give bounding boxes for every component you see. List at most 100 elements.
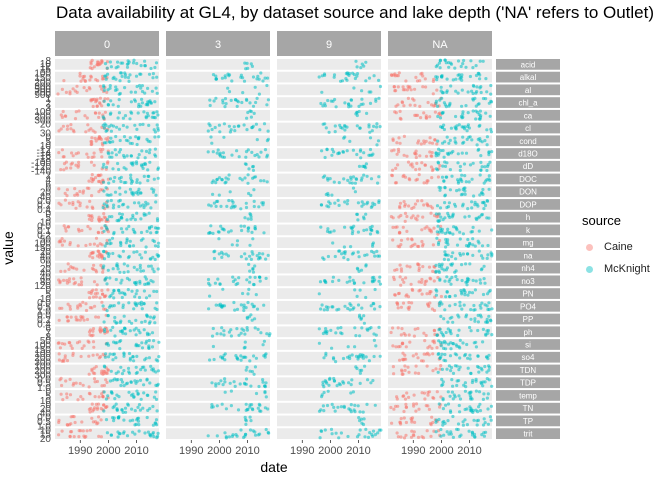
mcknight-point [109, 328, 113, 332]
row-strip [496, 84, 560, 96]
mcknight-point [354, 365, 358, 369]
mcknight-point [131, 355, 135, 359]
mcknight-point [360, 326, 364, 330]
mcknight-point [106, 72, 110, 76]
caine-point [398, 263, 402, 267]
mcknight-point [129, 90, 133, 94]
mcknight-point [153, 321, 157, 325]
mcknight-point [135, 418, 139, 422]
mcknight-point [257, 77, 261, 81]
mcknight-point [434, 430, 438, 434]
caine-point [90, 416, 94, 420]
mcknight-point [231, 279, 235, 284]
caine-point [77, 229, 81, 233]
mcknight-point [142, 289, 146, 293]
mcknight-point [143, 156, 147, 160]
mcknight-point [261, 252, 265, 256]
caine-point [417, 371, 421, 375]
mcknight-point [248, 403, 252, 407]
caine-point [87, 354, 91, 358]
mcknight-point [488, 288, 492, 293]
mcknight-point [129, 380, 133, 384]
mcknight-point [443, 308, 447, 312]
y-tick-label: 30 [40, 128, 52, 139]
caine-point [407, 395, 411, 399]
x-tick-label: 2010 [457, 445, 481, 457]
mcknight-point [459, 177, 463, 181]
caine-point [92, 65, 96, 69]
caine-point [76, 244, 80, 248]
mcknight-point [130, 289, 134, 293]
mcknight-point [223, 431, 227, 435]
mcknight-point [110, 151, 114, 155]
mcknight-point [360, 176, 364, 180]
mcknight-point [452, 393, 456, 397]
mcknight-point [351, 278, 355, 282]
mcknight-point [109, 198, 113, 203]
mcknight-point [249, 384, 253, 388]
mcknight-point [348, 302, 352, 306]
caine-point [91, 295, 96, 299]
mcknight-point [457, 394, 461, 398]
mcknight-point [242, 305, 246, 310]
mcknight-point [122, 351, 126, 355]
mcknight-point [360, 97, 364, 101]
mcknight-point [210, 405, 214, 409]
mcknight-point [364, 60, 368, 64]
caine-point [428, 141, 432, 145]
mcknight-point [448, 138, 452, 142]
caine-point [417, 280, 421, 284]
mcknight-point [139, 191, 143, 195]
mcknight-point [350, 252, 354, 256]
mcknight-point [105, 128, 109, 132]
caine-point [72, 130, 76, 134]
mcknight-point [441, 398, 445, 402]
mcknight-point [208, 294, 212, 298]
caine-point [89, 74, 93, 78]
mcknight-point [458, 168, 462, 172]
mcknight-point [139, 230, 144, 235]
mcknight-point [240, 228, 244, 233]
caine-point [420, 435, 424, 439]
mcknight-point [438, 206, 443, 210]
mcknight-point [234, 282, 238, 287]
caine-point [439, 294, 443, 299]
mcknight-point [120, 408, 124, 412]
mcknight-point [154, 390, 158, 394]
caine-point [87, 213, 91, 218]
caine-point [394, 166, 398, 170]
mcknight-point [154, 397, 159, 401]
mcknight-point [130, 162, 134, 166]
mcknight-point [468, 290, 472, 294]
mcknight-point [445, 290, 449, 294]
row-strip-label: nh4 [521, 264, 535, 273]
mcknight-point [460, 73, 464, 77]
mcknight-point [441, 407, 445, 411]
caine-point [401, 88, 405, 92]
mcknight-point [351, 390, 355, 394]
caine-point [414, 352, 418, 356]
caine-point [93, 136, 97, 140]
mcknight-point [254, 122, 258, 126]
mcknight-point [456, 91, 460, 95]
caine-point [393, 89, 397, 93]
caine-point [94, 270, 99, 274]
mcknight-point [128, 239, 132, 243]
mcknight-point [249, 62, 253, 66]
mcknight-point [152, 239, 156, 244]
caine-point [70, 151, 74, 155]
mcknight-point [132, 230, 136, 234]
mcknight-point [149, 206, 153, 210]
mcknight-point [462, 58, 466, 63]
mcknight-point [121, 230, 125, 234]
caine-point [88, 296, 92, 300]
facet-panel [55, 288, 159, 299]
mcknight-point [465, 129, 469, 133]
mcknight-point [129, 154, 133, 158]
mcknight-point [465, 342, 469, 347]
mcknight-point [152, 315, 156, 319]
mcknight-point [324, 327, 328, 331]
mcknight-point [123, 86, 127, 90]
mcknight-point [227, 173, 231, 177]
caine-point [69, 344, 73, 348]
